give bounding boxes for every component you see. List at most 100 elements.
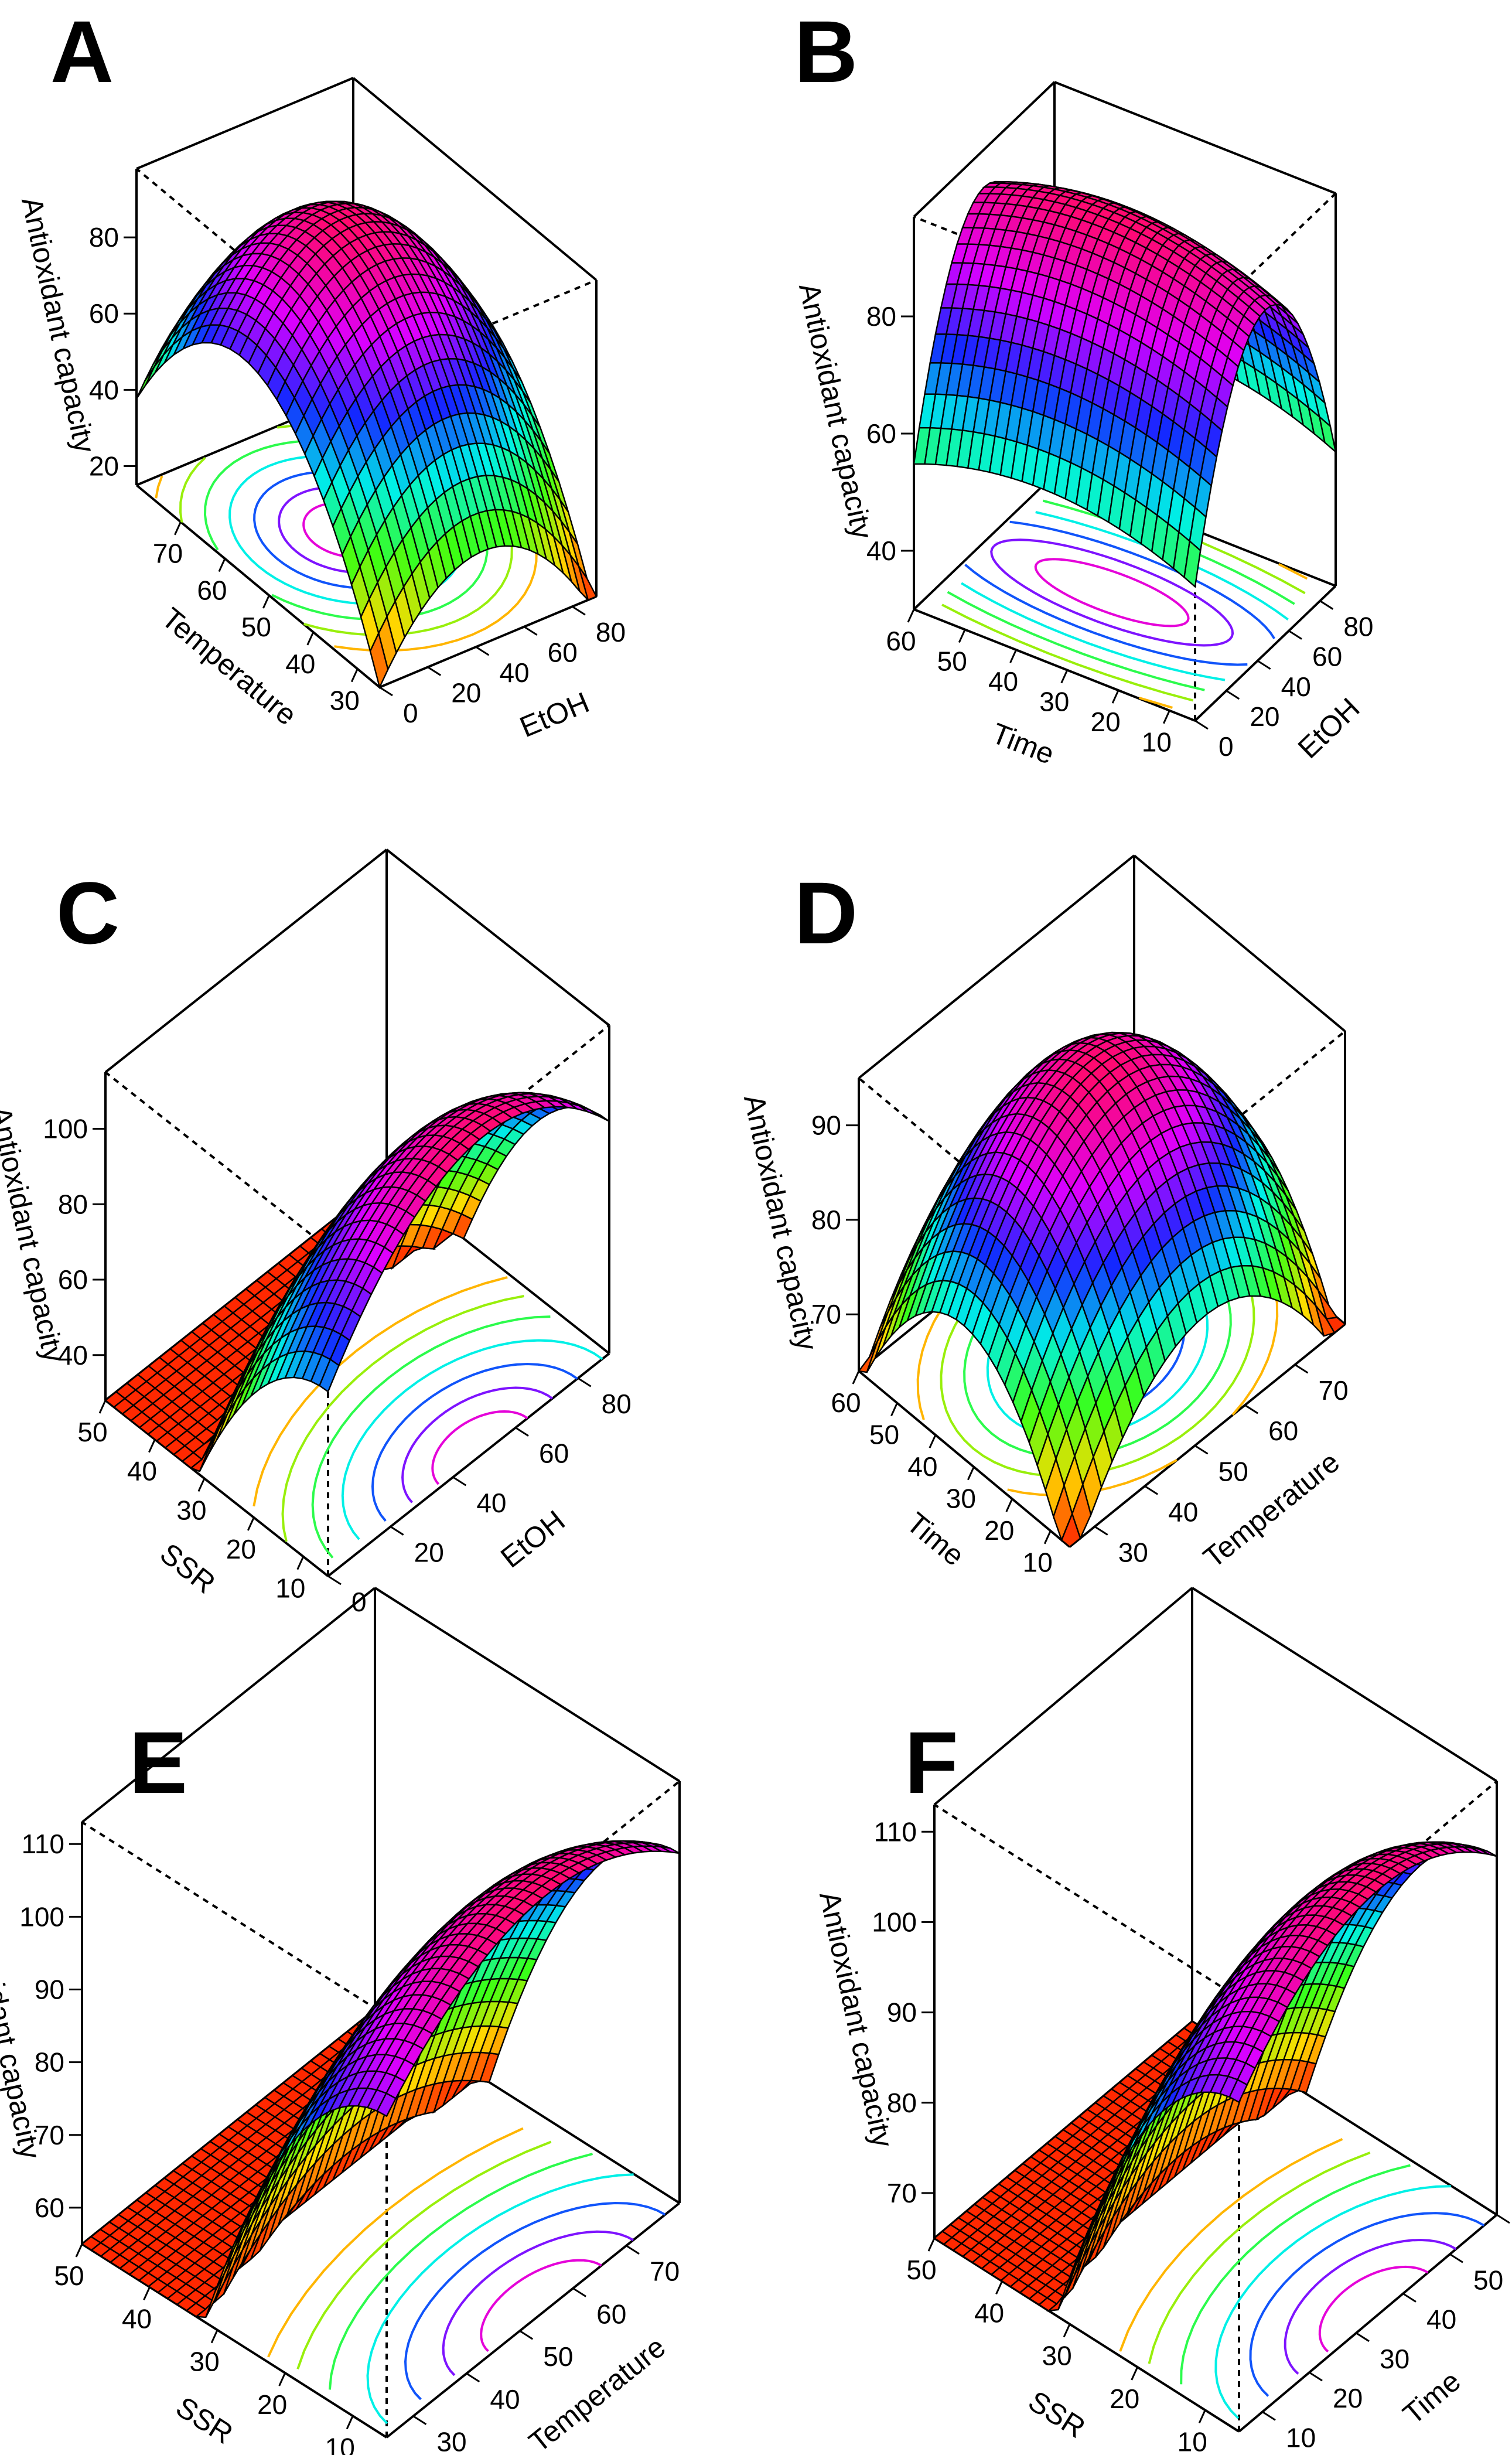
z-tick-label: 80 [89,222,119,253]
contour-line [1261,2164,1411,2240]
x-axis-label: SSR [154,1537,221,1600]
contour-line [510,2259,602,2289]
contour-line [1148,2225,1243,2364]
box-top-edge [352,77,598,281]
z-tick-label: 110 [22,1829,64,1859]
y-tick [1094,1526,1108,1536]
contour-line [916,1307,943,1420]
panel-letter: D [794,864,858,962]
x-tick-label: 30 [946,1484,976,1514]
x-tick-label: 60 [831,1387,861,1418]
x-tick-label: 40 [907,1451,937,1482]
y-tick-label: 60 [539,1438,569,1469]
contour-line [1139,697,1173,709]
z-tick-label: 80 [866,301,896,332]
contour-line [428,2153,593,2236]
box-floor-edge [379,595,597,688]
y-axis-label: EtOH [515,686,593,744]
z-tick-label: 80 [35,2047,64,2078]
box-top-edge [374,1587,681,1782]
x-tick-label: 30 [190,2347,220,2377]
y-tick-label: 70 [1319,1375,1349,1406]
x-tick [98,1400,107,1414]
y-tick [1244,1404,1258,1414]
x-tick-label: 20 [226,1534,256,1564]
z-tick-label: 60 [35,2193,64,2223]
contour-line [267,2208,390,2358]
y-tick-label: 20 [414,1537,444,1568]
x-tick [907,609,915,623]
y-tick-label: 30 [1118,1537,1148,1567]
surface-mesh [913,180,1337,588]
contour-line [311,1376,390,1559]
panel-letter: B [794,2,858,101]
panel-f: F1020304050102030405060708090100110SSRTi… [813,1587,1510,2455]
contour-line [408,2140,552,2224]
y-tick-label: 40 [1281,671,1311,702]
x-tick [1043,1530,1052,1544]
panel-letter: F [905,1713,958,1812]
x-tick-label: 10 [1142,727,1172,758]
contour-line [1284,2277,1325,2375]
y-tick [515,1427,529,1437]
x-tick [1162,710,1170,724]
box-floor-edge [1194,585,1337,722]
contour-line [296,2221,410,2369]
box-floor-edge [135,484,381,688]
contour-line [490,2230,634,2275]
x-tick-label: 50 [869,1420,899,1450]
box-floor-edge [385,2202,681,2439]
y-axis-label: EtOH [1292,691,1366,765]
x-tick-label: 30 [1039,687,1069,717]
contour-line [1318,2290,1346,2353]
x-tick-label: 50 [54,2260,84,2291]
x-tick [262,595,270,609]
x-tick-label: 40 [122,2303,152,2334]
contour-line [1119,2212,1223,2352]
x-tick-label: 70 [153,538,183,569]
contour-line [1009,520,1275,639]
x-tick-label: 40 [988,666,1018,697]
z-tick-label: 60 [89,298,119,329]
x-tick [350,669,359,683]
base-contours [1119,2137,1485,2419]
y-tick-label: 0 [403,698,418,728]
x-tick [75,2243,83,2258]
y-tick [1257,660,1271,670]
contour-line [1282,2185,1451,2253]
box-top-edge [933,1587,1193,1806]
y-tick [577,1377,592,1387]
y-tick [519,2330,534,2340]
y-tick [626,2245,640,2255]
x-tick-label: 10 [275,1573,305,1604]
y-tick-label: 60 [1268,1416,1298,1446]
y-tick [572,605,586,616]
y-tick [427,666,442,676]
x-tick-label: 10 [1023,1547,1053,1578]
contour-line [941,603,1194,702]
x-tick-label: 60 [886,626,916,656]
y-tick [1319,600,1334,610]
contour-line [990,538,1234,647]
y-tick-label: 30 [436,2427,466,2455]
y-tick-label: 80 [602,1389,632,1419]
x-tick [1009,649,1017,663]
x-tick [174,521,182,536]
y-tick [1294,1363,1309,1374]
box-top-front-dashed [81,1821,388,2017]
contour-line [1034,558,1190,628]
contour-line [431,1428,456,1485]
box-top-edge [136,77,354,170]
contour-line [388,1315,551,1379]
z-tick-label: 60 [58,1264,88,1295]
contour-line [371,1402,424,1522]
y-tick [379,686,393,697]
y-tick-label: 40 [476,1488,506,1518]
y-tick-label: 40 [490,2384,520,2415]
contour-line [449,2173,634,2249]
x-tick-label: 40 [127,1456,157,1486]
x-tick [929,1434,937,1448]
